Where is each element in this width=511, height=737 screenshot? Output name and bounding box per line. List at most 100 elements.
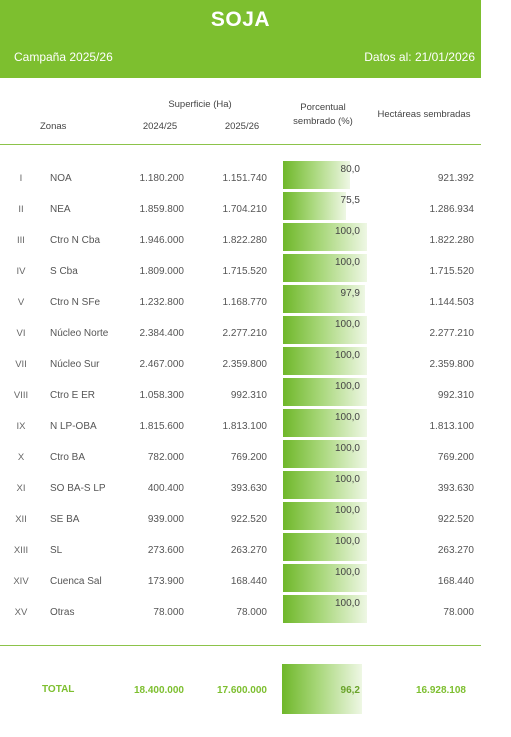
- hectares-sown: 1.286.934: [429, 204, 475, 215]
- area-2024-25: 2.467.000: [139, 359, 185, 370]
- percent-sown: 100,0: [334, 412, 360, 423]
- zone-number: III: [17, 235, 25, 246]
- zone-number: V: [17, 297, 25, 308]
- hectares-sown: 1.144.503: [429, 297, 475, 308]
- table-row: XIII SL 273.600 263.270 100,0 263.270: [0, 533, 481, 564]
- zone-name: Núcleo Sur: [50, 359, 100, 370]
- total-percent: 96,2: [340, 685, 360, 696]
- area-2025-26: 769.200: [230, 452, 267, 463]
- area-2025-26: 1.822.280: [222, 235, 268, 246]
- percent-bar: [283, 564, 367, 592]
- table-row: IV S Cba 1.809.000 1.715.520 100,0 1.715.520: [0, 254, 481, 285]
- zone-number: VIII: [13, 390, 29, 401]
- area-2025-26: 922.520: [230, 514, 267, 525]
- percent-bar: [283, 347, 367, 375]
- percent-bar: [283, 471, 367, 499]
- table-row: I NOA 1.180.200 1.151.740 80,0 921.392: [0, 161, 481, 192]
- percent-sown: 100,0: [334, 505, 360, 516]
- zone-name: SL: [50, 545, 63, 556]
- zone-name: N LP-OBA: [50, 421, 97, 432]
- zone-number: XIII: [13, 545, 29, 556]
- zone-name: SE BA: [50, 514, 80, 525]
- hectares-sown: 922.520: [437, 514, 474, 525]
- hectares-sown: 1.813.100: [429, 421, 475, 432]
- area-2025-26: 992.310: [230, 390, 267, 401]
- percent-sown: 100,0: [334, 598, 360, 609]
- total-row: TOTAL 18.400.000 17.600.000 96,2 16.928.…: [0, 664, 481, 714]
- area-2025-26: 1.715.520: [222, 266, 268, 277]
- zone-name: Otras: [50, 607, 75, 618]
- table-row: VIII Ctro E ER 1.058.300 992.310 100,0 992.31…: [0, 378, 481, 409]
- table-row: XII SE BA 939.000 922.520 100,0 922.520: [0, 502, 481, 533]
- area-2024-25: 1.859.800: [139, 204, 185, 215]
- zone-name: Núcleo Norte: [50, 328, 109, 339]
- table-row: X Ctro BA 782.000 769.200 100,0 769.200: [0, 440, 481, 471]
- area-2025-26: 1.813.100: [222, 421, 268, 432]
- area-2025-26: 1.151.740: [222, 173, 268, 184]
- area-2024-25: 400.400: [147, 483, 184, 494]
- total-divider: [0, 645, 481, 646]
- hectares-sown: 992.310: [437, 390, 474, 401]
- hectares-header: Hectáreas sembradas: [377, 109, 471, 120]
- area-2025-26: 168.440: [230, 576, 267, 587]
- area-2024-25: 939.000: [147, 514, 184, 525]
- zone-name: NOA: [50, 173, 72, 184]
- area-2024-25: 173.900: [147, 576, 184, 587]
- area-2024-25: 1.058.300: [139, 390, 185, 401]
- percent-bar: [283, 409, 367, 437]
- percent-bar: [283, 378, 367, 406]
- percent-header: Porcentual sembrado (%): [283, 101, 363, 129]
- percent-sown: 100,0: [334, 474, 360, 485]
- percent-sown: 80,0: [340, 164, 360, 175]
- zone-number: IX: [16, 421, 26, 432]
- zone-name: S Cba: [50, 266, 78, 277]
- area-2025-26: 263.270: [230, 545, 267, 556]
- zone-number: X: [17, 452, 25, 463]
- percent-sown: 100,0: [334, 443, 360, 454]
- zone-number: I: [19, 173, 23, 184]
- area-2024-25: 782.000: [147, 452, 184, 463]
- header-divider: [0, 144, 481, 145]
- area-2024-25: 78.000: [153, 607, 184, 618]
- table-row: II NEA 1.859.800 1.704.210 75,5 1.286.934: [0, 192, 481, 223]
- percent-bar: [283, 595, 367, 623]
- percent-bar: [283, 254, 367, 282]
- hectares-sown: 78.000: [443, 607, 474, 618]
- zone-name: Ctro N SFe: [50, 297, 101, 308]
- hectares-sown: 2.277.210: [429, 328, 475, 339]
- table-row: VII Núcleo Sur 2.467.000 2.359.800 100,0 2.35…: [0, 347, 481, 378]
- hectares-sown: 1.822.280: [429, 235, 475, 246]
- zone-number: IV: [16, 266, 26, 277]
- total-year2: 17.600.000: [216, 685, 267, 696]
- percent-sown: 100,0: [334, 319, 360, 330]
- total-hectares: 16.928.108: [415, 685, 466, 696]
- zone-number: VII: [15, 359, 27, 370]
- zone-number: XII: [15, 514, 27, 525]
- zone-name: Ctro N Cba: [50, 235, 101, 246]
- percent-sown: 100,0: [334, 350, 360, 361]
- percent-bar: [283, 223, 367, 251]
- area-2025-26: 1.704.210: [222, 204, 268, 215]
- zone-number: VI: [16, 328, 26, 339]
- zone-name: Cuenca Sal: [50, 576, 102, 587]
- zone-number: XIV: [13, 576, 29, 587]
- zone-number: II: [18, 204, 24, 215]
- superficie-header: Superficie (Ha): [168, 99, 232, 110]
- table-row: XIV Cuenca Sal 173.900 168.440 100,0 168.440: [0, 564, 481, 595]
- percent-bar: [283, 285, 365, 313]
- percent-header-line2: sembrado (%): [293, 116, 353, 127]
- zone-name: NEA: [50, 204, 71, 215]
- header-banner: SOJA Campaña 2025/26 Datos al: 21/01/202…: [0, 0, 481, 78]
- hectares-sown: 1.715.520: [429, 266, 475, 277]
- hectares-sown: 769.200: [437, 452, 474, 463]
- table-row: XI SO BA-S LP 400.400 393.630 100,0 393.630: [0, 471, 481, 502]
- percent-sown: 100,0: [334, 226, 360, 237]
- percent-sown: 97,9: [340, 288, 360, 299]
- percent-sown: 100,0: [334, 567, 360, 578]
- total-label: TOTAL: [42, 684, 75, 695]
- data-date: Datos al: 21/01/2026: [364, 50, 475, 64]
- table-row: XV Otras 78.000 78.000 100,0 78.000: [0, 595, 481, 626]
- zone-name: SO BA-S LP: [50, 483, 106, 494]
- percent-bar: [283, 502, 367, 530]
